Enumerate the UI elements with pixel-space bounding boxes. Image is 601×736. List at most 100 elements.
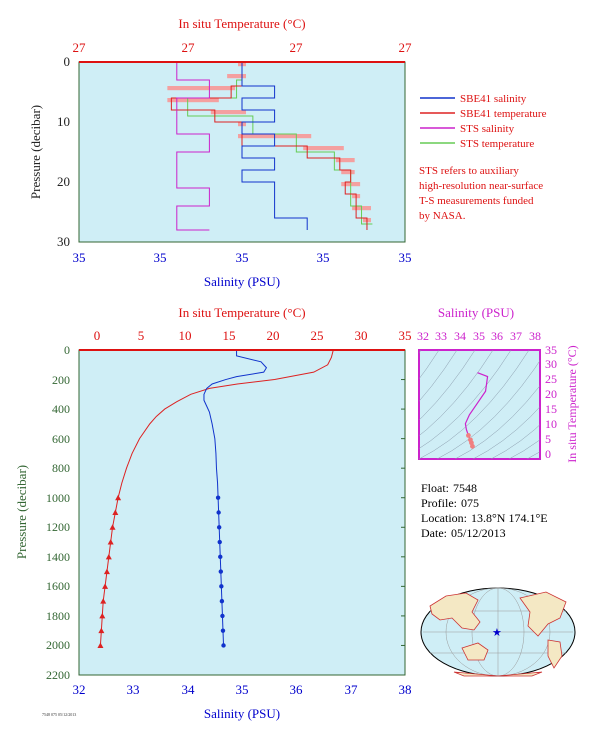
- top-x-bottom-tick-label: 35: [73, 250, 86, 265]
- top-x-bottom-tick-label: 35: [317, 250, 330, 265]
- ts-x-tick-label: 32: [417, 329, 429, 343]
- temperature-marker: [109, 524, 116, 530]
- top-x-top-tick-label: 27: [290, 40, 304, 55]
- float-info-row: Date: 05/12/2013: [421, 526, 552, 541]
- top-x-bottom-tick-label: 35: [399, 250, 412, 265]
- top-temperature-strip: [303, 146, 344, 151]
- top-x-bottom-title: Salinity (PSU): [204, 274, 280, 289]
- main-panel: In situ Temperature (°C) 0 5 10 15 20 25…: [14, 305, 412, 721]
- ts-x-tick-label: 35: [473, 329, 485, 343]
- float-info-value: 13.8°N 174.1°E: [470, 511, 548, 525]
- top-x-bottom-tick-label: 35: [154, 250, 167, 265]
- map-landmass-asia: [429, 592, 481, 631]
- salinity-marker: [216, 525, 222, 530]
- map-land: [429, 591, 567, 677]
- top-x-top-title: In situ Temperature (°C): [178, 16, 305, 31]
- ts-y-ticks: 0 5 10 15 20 25 30 35: [545, 343, 557, 461]
- density-contour: [454, 385, 540, 459]
- footer-text: 7548 075 05/12/2013: [42, 712, 76, 717]
- density-contour: [419, 350, 476, 421]
- map-landmass-australia: [461, 642, 489, 661]
- main-y-tick-label: 1400: [46, 550, 70, 564]
- main-temperature-markers: [97, 494, 122, 648]
- top-x-top-tick-label: 27: [182, 40, 196, 55]
- main-x-bottom-tick-label: 38: [399, 682, 412, 697]
- top-y-tick-label: 10: [57, 114, 70, 129]
- main-x-bottom-tick-label: 37: [345, 682, 359, 697]
- ts-y-tick-label: 15: [545, 402, 557, 416]
- legend-note-line: STS refers to auxiliary: [419, 165, 519, 177]
- float-info-label: Profile:: [421, 496, 457, 510]
- float-info-row: Profile: 075: [421, 496, 552, 511]
- salinity-marker: [219, 584, 224, 589]
- float-location-star-icon: ★: [492, 627, 502, 639]
- legend-label-sbe41-salinity: SBE41 salinity: [460, 93, 527, 105]
- main-salinity-markers: [215, 495, 226, 648]
- ts-y-tick-label: 30: [545, 357, 557, 371]
- density-contour: [472, 406, 540, 459]
- temperature-marker: [112, 509, 119, 515]
- ts-y-tick-label: 10: [545, 417, 557, 431]
- temperature-marker: [100, 598, 107, 604]
- temperature-marker: [98, 627, 105, 634]
- density-contour: [419, 350, 512, 450]
- salinity-marker: [220, 613, 225, 619]
- main-x-top-tick-label: 20: [267, 328, 280, 343]
- top-temperature-strip: [341, 170, 355, 175]
- density-contour: [419, 350, 530, 459]
- ts-x-tick-label: 34: [454, 329, 466, 343]
- map-landmass-north-america: [519, 591, 567, 637]
- top-y-ticks: 0 10 20 30: [57, 54, 70, 249]
- density-contour: [419, 350, 494, 437]
- main-panel-plot-area: [78, 349, 406, 676]
- ts-panel: Salinity (PSU) 32 33 34 35 36 37 38 0 5 …: [417, 305, 579, 463]
- main-x-top-tick-label: 25: [311, 328, 324, 343]
- top-sts-temperature-line: [187, 62, 373, 225]
- temperature-marker: [105, 553, 112, 560]
- density-contour: [490, 424, 540, 459]
- legend: SBE41 salinity SBE41 temperature STS sal…: [419, 93, 547, 222]
- density-contour: [436, 360, 540, 459]
- main-x-bottom-title: Salinity (PSU): [204, 706, 280, 721]
- density-contour: [419, 350, 458, 402]
- legend-note-line: T-S measurements funded: [419, 195, 534, 207]
- legend-label-sts-temperature: STS temperature: [460, 138, 534, 150]
- salinity-marker: [215, 495, 221, 500]
- ts-point: [466, 433, 471, 438]
- ts-y-tick-label: 5: [545, 432, 551, 446]
- location-map: ★: [420, 587, 576, 677]
- main-y-tick-label: 800: [52, 461, 70, 475]
- ts-y-tick-label: 25: [545, 372, 557, 386]
- main-x-top-tick-label: 30: [355, 328, 368, 343]
- legend-label-sbe41-temperature: SBE41 temperature: [460, 108, 547, 120]
- ts-x-tick-label: 33: [435, 329, 447, 343]
- main-x-top-tick-label: 15: [223, 328, 236, 343]
- top-x-bottom-ticks: 35 35 35 35 35: [73, 250, 412, 265]
- ts-x-tick-label: 38: [529, 329, 541, 343]
- main-x-bottom-ticks: 32 33 34 35 36 37 38: [73, 682, 412, 697]
- top-y-tick-label: 0: [64, 54, 71, 69]
- top-y-tick-label: 30: [57, 234, 70, 249]
- legend-note-line: by NASA.: [419, 210, 466, 222]
- map-landmass-antarctica: [453, 671, 543, 677]
- top-temperature-strip: [167, 86, 236, 91]
- top-x-top-tick-label: 27: [399, 40, 413, 55]
- float-info-label: Location:: [421, 511, 467, 525]
- salinity-marker: [218, 554, 223, 560]
- main-y-tick-label: 200: [52, 373, 70, 387]
- main-y-tick-label: 1200: [46, 520, 70, 534]
- map-landmass-south-america: [547, 639, 563, 669]
- float-info-row: Location: 13.8°N 174.1°E: [421, 511, 552, 526]
- main-x-top-tick-label: 5: [138, 328, 145, 343]
- float-info: Float: 7548 Profile: 075 Location: 13.8°N 1…: [421, 481, 552, 541]
- ts-y-title: In situ Temperature (°C): [565, 345, 579, 462]
- top-y-title: Pressure (decibar): [28, 105, 43, 199]
- legend-note-line: high-resolution near-surface: [419, 180, 543, 192]
- salinity-marker: [219, 598, 225, 604]
- temperature-marker: [97, 642, 104, 648]
- salinity-marker: [220, 628, 226, 633]
- main-x-bottom-tick-label: 34: [182, 682, 196, 697]
- top-x-top-tick-label: 27: [73, 40, 87, 55]
- top-sbe41-salinity-line: [241, 62, 308, 230]
- float-info-value: 05/12/2013: [451, 526, 506, 540]
